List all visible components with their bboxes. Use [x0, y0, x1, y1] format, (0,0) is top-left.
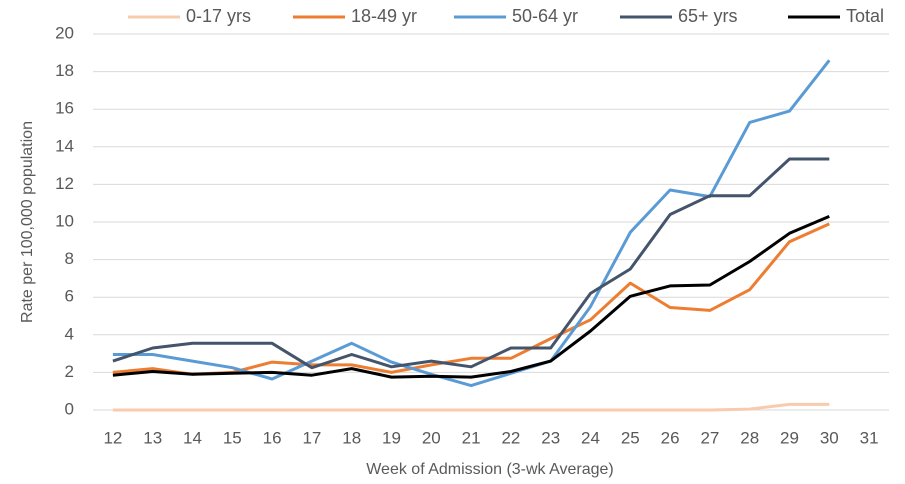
y-tick-label: 16 [55, 99, 74, 118]
y-tick-label: 18 [55, 61, 74, 80]
y-tick-label: 14 [55, 136, 74, 155]
series-line [112, 222, 830, 376]
y-axis-title: Rate per 100,000 population [19, 121, 36, 323]
legend-label: 50-64 yr [512, 6, 578, 26]
x-tick-label: 30 [820, 428, 839, 447]
x-tick-label: 13 [143, 428, 162, 447]
x-tick-label: 28 [740, 428, 759, 447]
legend-label: 65+ yrs [678, 6, 738, 26]
x-tick-label: 27 [700, 428, 719, 447]
series-line [112, 215, 830, 379]
x-tick-label: 25 [621, 428, 640, 447]
y-tick-label: 2 [65, 362, 74, 381]
legend-label: Total [846, 6, 884, 26]
x-tick-label: 31 [860, 428, 879, 447]
x-tick-label: 16 [263, 428, 282, 447]
x-tick-label: 24 [581, 428, 600, 447]
x-tick-label: 23 [541, 428, 560, 447]
y-tick-label: 6 [65, 287, 74, 306]
y-tick-label: 12 [55, 174, 74, 193]
x-tick-label: 22 [501, 428, 520, 447]
x-tick-label: 19 [382, 428, 401, 447]
x-axis-title: Week of Admission (3-wk Average) [366, 461, 614, 478]
y-tick-label: 20 [55, 23, 74, 42]
series-line [112, 157, 830, 370]
series-line [112, 402, 830, 412]
x-tick-label: 17 [302, 428, 321, 447]
legend-label: 0-17 yrs [186, 6, 251, 26]
x-tick-label: 26 [661, 428, 680, 447]
x-tick-label: 29 [780, 428, 799, 447]
x-tick-label: 21 [462, 428, 481, 447]
x-tick-label: 14 [183, 428, 202, 447]
y-tick-label: 0 [65, 399, 74, 418]
x-tick-label: 20 [422, 428, 441, 447]
legend-label: 18-49 yr [351, 6, 417, 26]
x-tick-label: 15 [223, 428, 242, 447]
y-tick-label: 8 [65, 249, 74, 268]
y-tick-label: 4 [65, 324, 74, 343]
x-tick-label: 18 [342, 428, 361, 447]
y-tick-label: 10 [55, 211, 74, 230]
x-tick-label: 12 [103, 428, 122, 447]
